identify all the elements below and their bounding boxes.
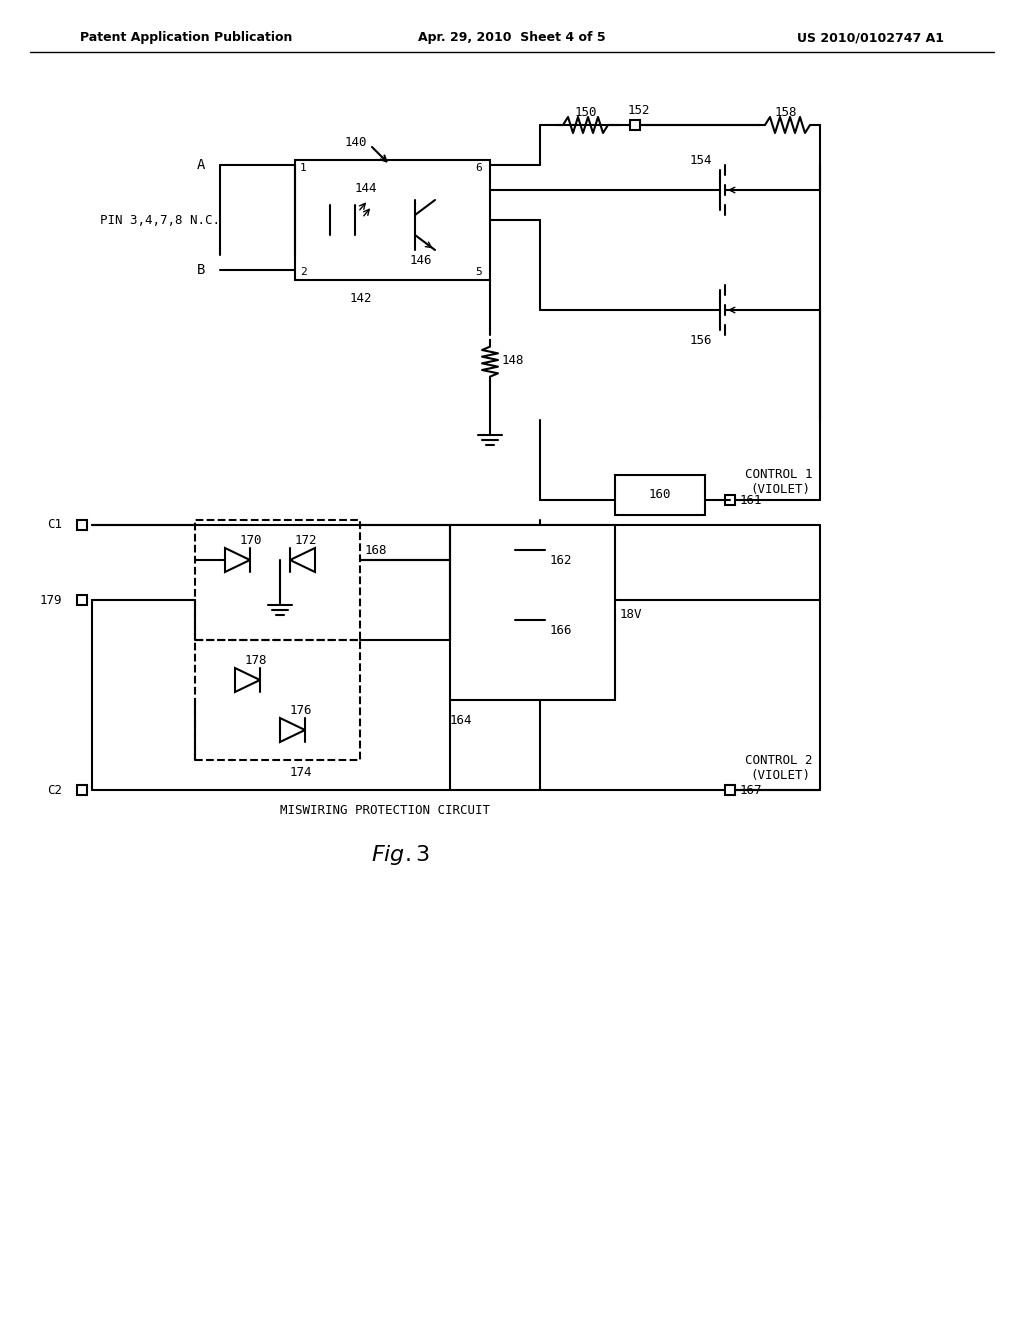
Text: 148: 148	[502, 354, 524, 367]
Bar	[725, 495, 735, 506]
Text: 146: 146	[410, 253, 432, 267]
Bar	[77, 520, 87, 531]
Text: 178: 178	[245, 653, 267, 667]
Bar	[295, 160, 490, 280]
Text: 152: 152	[628, 103, 650, 116]
Bar	[77, 785, 87, 795]
Text: MISWIRING PROTECTION CIRCUIT: MISWIRING PROTECTION CIRCUIT	[280, 804, 490, 817]
Text: 168: 168	[365, 544, 387, 557]
Text: 5: 5	[475, 267, 481, 277]
Polygon shape	[515, 620, 545, 645]
Text: 144: 144	[355, 181, 378, 194]
Text: 162: 162	[550, 553, 572, 566]
Bar	[195, 520, 360, 640]
Text: 176: 176	[290, 704, 312, 717]
Text: 174: 174	[290, 766, 312, 779]
Text: (VIOLET): (VIOLET)	[750, 483, 810, 496]
Text: 142: 142	[350, 292, 373, 305]
Text: 164: 164	[450, 714, 472, 726]
Polygon shape	[234, 668, 260, 692]
Text: 18V: 18V	[620, 609, 642, 622]
Bar	[450, 525, 615, 700]
Text: 170: 170	[240, 533, 262, 546]
Text: 160: 160	[649, 488, 672, 502]
Text: CONTROL 2: CONTROL 2	[745, 754, 812, 767]
Polygon shape	[280, 718, 305, 742]
Text: 140: 140	[345, 136, 368, 149]
Bar	[630, 120, 640, 129]
Text: Apr. 29, 2010  Sheet 4 of 5: Apr. 29, 2010 Sheet 4 of 5	[418, 32, 606, 45]
Polygon shape	[330, 205, 355, 235]
Polygon shape	[290, 548, 315, 572]
Text: C1: C1	[47, 519, 62, 532]
Text: Patent Application Publication: Patent Application Publication	[80, 32, 293, 45]
Bar	[195, 640, 360, 760]
Text: $\it{Fig. 3}$: $\it{Fig. 3}$	[371, 843, 429, 867]
Bar	[725, 785, 735, 795]
Text: CONTROL 1: CONTROL 1	[745, 469, 812, 482]
Text: 158: 158	[775, 106, 798, 119]
Text: 1: 1	[300, 162, 307, 173]
Text: (VIOLET): (VIOLET)	[750, 768, 810, 781]
Text: C2: C2	[47, 784, 62, 796]
Text: A: A	[197, 158, 205, 172]
Text: 161: 161	[740, 494, 763, 507]
Bar	[615, 475, 705, 515]
Polygon shape	[225, 548, 250, 572]
Text: B: B	[197, 263, 205, 277]
Text: 172: 172	[295, 533, 317, 546]
Text: 179: 179	[40, 594, 62, 606]
Text: 154: 154	[690, 153, 713, 166]
Text: US 2010/0102747 A1: US 2010/0102747 A1	[797, 32, 944, 45]
Text: 167: 167	[740, 784, 763, 796]
Text: 6: 6	[475, 162, 481, 173]
Text: 166: 166	[550, 623, 572, 636]
Text: 2: 2	[300, 267, 307, 277]
Bar	[77, 595, 87, 605]
Text: 150: 150	[575, 106, 597, 119]
Text: 156: 156	[690, 334, 713, 346]
Text: PIN 3,4,7,8 N.C.: PIN 3,4,7,8 N.C.	[100, 214, 220, 227]
Polygon shape	[515, 550, 545, 576]
